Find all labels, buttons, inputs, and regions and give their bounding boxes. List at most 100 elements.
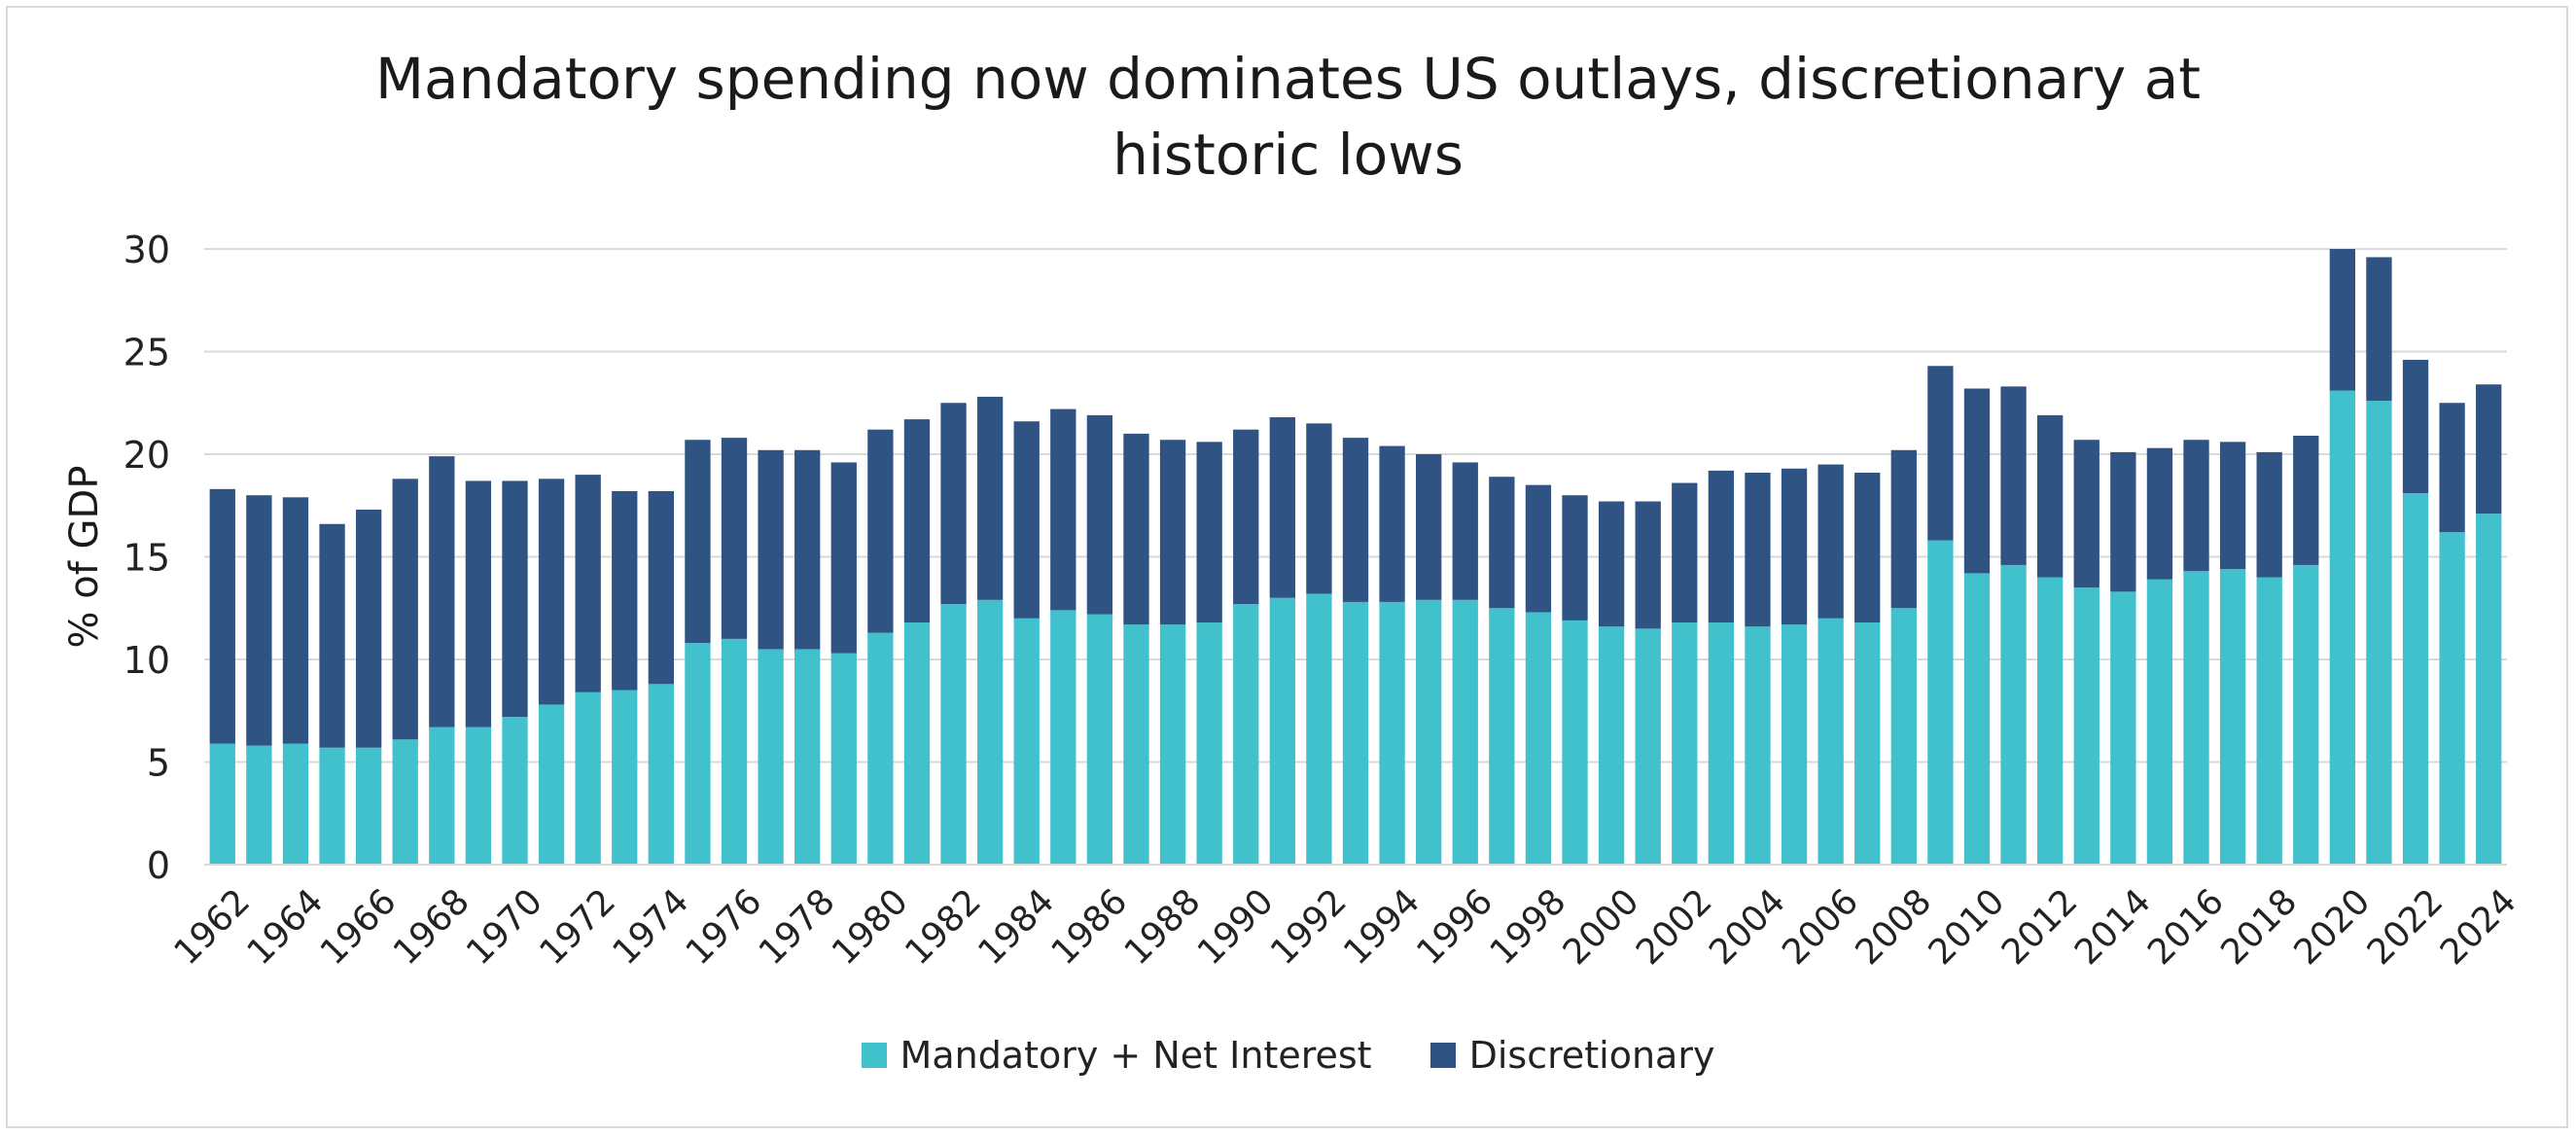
x-tick-label: 2006 <box>1775 881 1866 973</box>
bar-mandatory <box>1086 614 1113 865</box>
x-tick-label: 1990 <box>1190 881 1282 973</box>
y-tick-label: 20 <box>124 434 170 477</box>
bar-discretionary <box>1342 438 1369 602</box>
bar-mandatory <box>1708 622 1735 865</box>
bar-mandatory <box>1452 599 1478 865</box>
bar-discretionary <box>1562 495 1588 621</box>
bar-discretionary <box>2402 359 2429 494</box>
legend-label-mandatory: Mandatory + Net Interest <box>900 1034 1372 1077</box>
x-tick-label: 2018 <box>2213 881 2305 973</box>
x-tick-label: 1984 <box>970 881 1062 973</box>
x-tick-label: 2016 <box>2140 881 2232 973</box>
x-tick-label: 1974 <box>606 881 697 973</box>
bar-mandatory <box>2146 579 2173 865</box>
bar-discretionary <box>2329 249 2356 391</box>
bar-discretionary <box>1745 472 1771 627</box>
bar-discretionary <box>721 438 748 639</box>
x-tick-label: 2014 <box>2067 881 2159 973</box>
bar-discretionary <box>1781 468 1808 625</box>
bar-discretionary <box>1890 449 1917 609</box>
bar-discretionary <box>319 523 345 748</box>
bar-mandatory <box>1562 620 1588 865</box>
x-tick-label: 2008 <box>1848 881 1939 973</box>
bar-mandatory <box>1013 618 1040 865</box>
bar-discretionary <box>1086 414 1113 615</box>
bar-mandatory <box>758 649 784 865</box>
bar-discretionary <box>355 509 382 748</box>
x-tick-label: 1978 <box>752 881 843 973</box>
bar-mandatory <box>1196 622 1222 865</box>
bar-mandatory <box>1854 622 1881 865</box>
bar-discretionary <box>758 449 784 650</box>
bar-discretionary <box>2037 414 2064 578</box>
bar-discretionary <box>1854 472 1881 623</box>
bar-mandatory <box>1379 601 1405 865</box>
bar-mandatory <box>1233 604 1259 865</box>
x-tick-label: 2022 <box>2360 881 2452 973</box>
bar-mandatory <box>1598 626 1625 865</box>
bar-discretionary <box>575 475 601 692</box>
bar-discretionary <box>685 440 711 644</box>
x-tick-label: 1972 <box>532 881 623 973</box>
bar-discretionary <box>1123 433 1149 625</box>
bar-discretionary <box>1379 445 1405 602</box>
bar-mandatory <box>2073 587 2100 865</box>
chart-title-line-2: historic lows <box>1112 122 1464 188</box>
bar-mandatory <box>2439 532 2465 865</box>
bar-discretionary <box>282 497 309 744</box>
bar-discretionary <box>1635 501 1661 629</box>
x-tick-label: 2000 <box>1556 881 1647 973</box>
x-tick-label: 1968 <box>386 881 477 973</box>
bar-mandatory <box>2329 390 2356 865</box>
bar-mandatory <box>538 704 565 865</box>
bar-mandatory <box>2183 571 2209 865</box>
y-tick-label: 10 <box>124 639 170 682</box>
bar-mandatory <box>1963 573 1991 865</box>
bar-mandatory <box>2110 591 2136 865</box>
bar-discretionary <box>209 488 235 744</box>
bar-mandatory <box>685 643 711 865</box>
bar-discretionary <box>1672 482 1698 623</box>
legend-label-discretionary: Discretionary <box>1468 1034 1715 1077</box>
bar-mandatory <box>2256 577 2282 865</box>
bar-mandatory <box>940 604 967 865</box>
bar-discretionary <box>1598 501 1625 627</box>
bar-discretionary <box>1013 421 1040 619</box>
bar-discretionary <box>940 403 967 605</box>
bar-mandatory <box>502 717 528 865</box>
bar-mandatory <box>1159 624 1186 865</box>
legend-swatch-mandatory <box>861 1043 887 1068</box>
bar-mandatory <box>1817 618 1844 865</box>
x-tick-label: 1998 <box>1483 881 1574 973</box>
y-tick-label: 0 <box>147 844 170 887</box>
bar-discretionary <box>648 490 674 685</box>
x-tick-label: 2024 <box>2433 881 2524 973</box>
x-tick-label: 1996 <box>1409 881 1500 973</box>
bar-mandatory <box>1781 624 1808 865</box>
bar-mandatory <box>355 747 382 865</box>
bar-mandatory <box>1672 622 1698 865</box>
bar-discretionary <box>830 462 857 654</box>
bar-discretionary <box>1306 423 1332 594</box>
bar-mandatory <box>319 747 345 865</box>
x-tick-label: 2002 <box>1629 881 1720 973</box>
x-tick-label: 2010 <box>1922 881 2013 973</box>
bar-mandatory <box>794 649 821 865</box>
bar-mandatory <box>392 739 418 865</box>
bar-mandatory <box>209 743 235 865</box>
bar-mandatory <box>1890 608 1917 865</box>
x-tick-label: 1994 <box>1336 881 1428 973</box>
y-tick-label: 5 <box>147 742 170 785</box>
bar-discretionary <box>392 479 418 740</box>
bar-discretionary <box>1525 484 1552 613</box>
bar-discretionary <box>2110 451 2136 592</box>
bar-discretionary <box>2366 257 2392 402</box>
bar-discretionary <box>1452 462 1478 600</box>
legend-swatch-discretionary <box>1429 1043 1456 1068</box>
bar-mandatory <box>903 622 931 865</box>
bar-mandatory <box>1635 628 1661 865</box>
bar-discretionary <box>976 396 1004 600</box>
bar-mandatory <box>1269 597 1295 865</box>
bar-discretionary <box>502 480 528 718</box>
bar-discretionary <box>1927 366 1954 541</box>
